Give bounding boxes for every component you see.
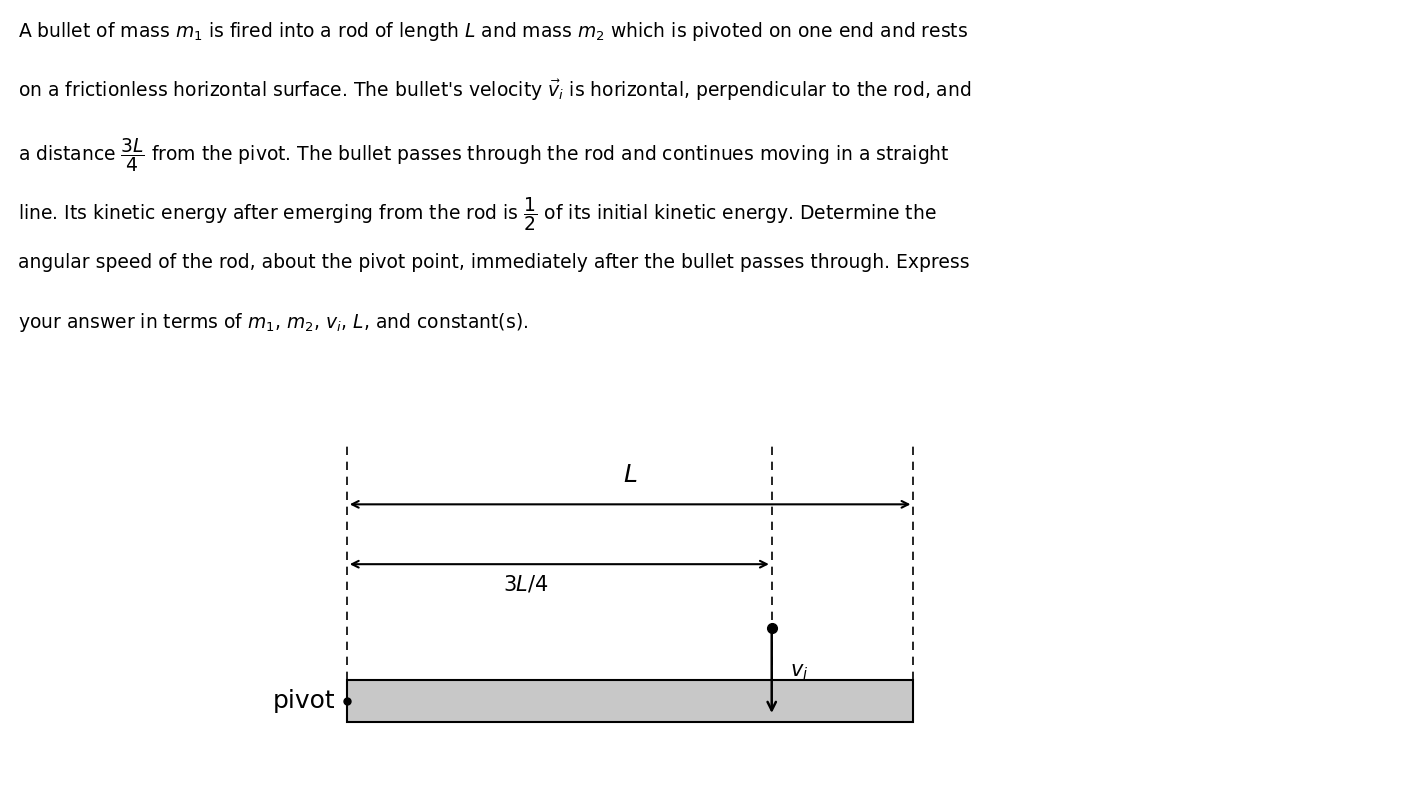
Text: angular speed of the rod, about the pivot point, immediately after the bullet pa: angular speed of the rod, about the pivo…: [18, 253, 970, 272]
Text: a distance $\dfrac{3L}{4}$ from the pivot. The bullet passes through the rod and: a distance $\dfrac{3L}{4}$ from the pivo…: [18, 136, 950, 174]
Bar: [347, 680, 913, 722]
Text: $\mathit{L}$: $\mathit{L}$: [623, 464, 637, 487]
Text: line. Its kinetic energy after emerging from the rod is $\dfrac{1}{2}$ of its in: line. Its kinetic energy after emerging …: [18, 195, 937, 232]
Text: $3L/4$: $3L/4$: [503, 574, 548, 595]
Text: your answer in terms of $\mathit{m}_1$, $\mathit{m}_2$, $v_i$, $\mathit{L}$, and: your answer in terms of $\mathit{m}_1$, …: [18, 311, 528, 334]
Text: on a frictionless horizontal surface. The bullet's velocity $\vec{v}_i$ is horiz: on a frictionless horizontal surface. Th…: [18, 78, 971, 104]
Text: A bullet of mass $\mathit{m}_1$ is fired into a rod of length $\mathit{L}$ and m: A bullet of mass $\mathit{m}_1$ is fired…: [18, 20, 969, 43]
Text: pivot: pivot: [273, 689, 336, 713]
Text: $v_i$: $v_i$: [790, 662, 809, 681]
